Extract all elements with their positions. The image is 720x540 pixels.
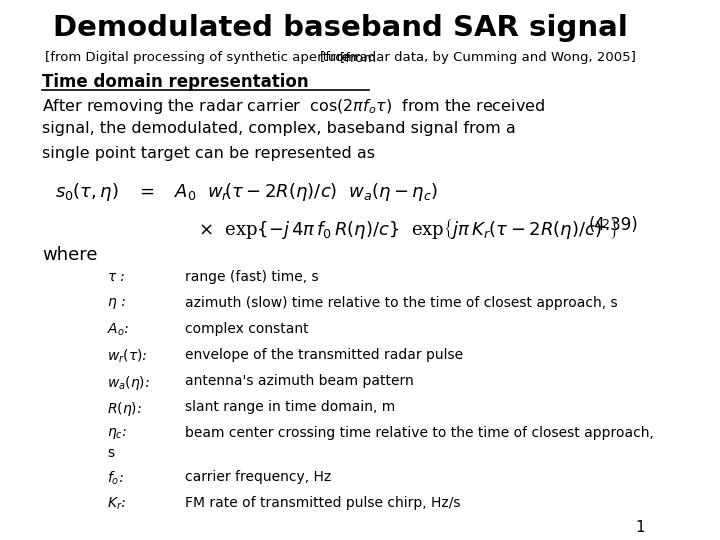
Text: where: where [42, 246, 98, 264]
Text: range (fast) time, s: range (fast) time, s [185, 270, 318, 284]
Text: $\tau$ :: $\tau$ : [107, 270, 125, 284]
Text: antenna's azimuth beam pattern: antenna's azimuth beam pattern [185, 374, 413, 388]
Text: single point target can be represented as: single point target can be represented a… [42, 146, 375, 161]
Text: Demodulated baseband SAR signal: Demodulated baseband SAR signal [53, 14, 628, 42]
Text: [from: [from [320, 50, 360, 63]
Text: $w_a(\eta)$:: $w_a(\eta)$: [107, 374, 150, 391]
Text: azimuth (slow) time relative to the time of closest approach, s: azimuth (slow) time relative to the time… [185, 296, 618, 310]
Text: s: s [107, 446, 114, 460]
Text: $s_0(\tau,\eta)$   $=$   $A_0$  $w_r\!\left(\tau-2R(\eta)/c\right)$  $w_a(\eta-\: $s_0(\tau,\eta)$ $=$ $A_0$ $w_r\!\left(\… [55, 181, 438, 203]
Text: After removing the radar carrier  cos(2$\pi$$f_o$$\tau$)  from the received: After removing the radar carrier cos(2$\… [42, 97, 546, 116]
Text: $\eta_c$:: $\eta_c$: [107, 426, 127, 441]
Text: (4.39): (4.39) [588, 216, 638, 234]
Text: 1: 1 [635, 519, 644, 535]
Text: beam center crossing time relative to the time of closest approach,: beam center crossing time relative to th… [185, 426, 654, 440]
Text: $K_r$:: $K_r$: [107, 496, 126, 512]
Text: $f_o$:: $f_o$: [107, 470, 124, 487]
Text: $R(\eta )$:: $R(\eta )$: [107, 400, 142, 417]
Text: [from ​Digital processing of synthetic aperture radar data​, by Cumming and Wong: [from ​Digital processing of synthetic a… [45, 51, 636, 64]
Text: Time domain representation: Time domain representation [42, 73, 309, 91]
Text: $\times$  exp$\{-j\,4\pi\,f_0\,R(\eta)/c\}$  exp$\left\{j\pi\,K_r\left(\tau-2R(\: $\times$ exp$\{-j\,4\pi\,f_0\,R(\eta)/c\… [198, 216, 618, 241]
Text: slant range in time domain, m: slant range in time domain, m [185, 400, 395, 414]
Text: signal, the demodulated, complex, baseband signal from a: signal, the demodulated, complex, baseba… [42, 122, 516, 137]
Text: $w_r(\tau)$:: $w_r(\tau)$: [107, 348, 148, 365]
Text: envelope of the transmitted radar pulse: envelope of the transmitted radar pulse [185, 348, 463, 362]
Text: $A_o$:: $A_o$: [107, 322, 130, 338]
Text: FM rate of transmitted pulse chirp, Hz/s: FM rate of transmitted pulse chirp, Hz/s [185, 496, 460, 510]
Text: complex constant: complex constant [185, 322, 308, 336]
Text: carrier frequency, Hz: carrier frequency, Hz [185, 470, 331, 484]
Text: $\eta$ :: $\eta$ : [107, 296, 126, 311]
Text: [from: [from [340, 51, 380, 64]
